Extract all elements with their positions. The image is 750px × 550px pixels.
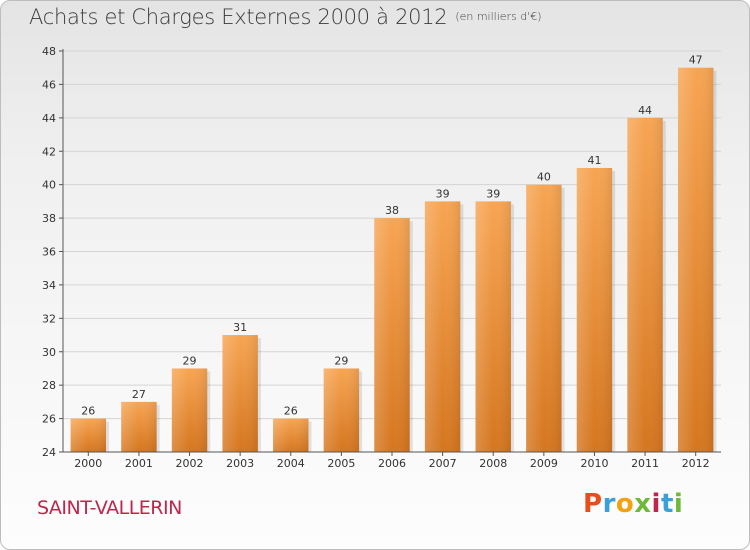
data-label: 39 [436, 187, 450, 200]
x-tick-label: 2010 [580, 457, 608, 470]
data-label: 41 [587, 154, 601, 167]
data-label: 31 [233, 321, 247, 334]
logo-letter: i [673, 489, 684, 519]
x-tick-label: 2002 [176, 457, 204, 470]
town-name: SAINT-VALLERIN [37, 497, 182, 519]
x-tick-label: 2005 [327, 457, 355, 470]
bar-highlight [374, 218, 410, 452]
y-tick-label: 30 [42, 346, 56, 359]
bar-highlight [576, 167, 613, 453]
x-tick-label: 2008 [479, 457, 507, 470]
y-tick-label: 44 [42, 112, 56, 125]
bar-highlight [70, 418, 107, 452]
logo-letter: P [583, 489, 603, 519]
bar-highlight [475, 201, 511, 452]
y-tick-label: 42 [42, 145, 56, 158]
logo-letter: x [634, 489, 652, 519]
x-tick-label: 2001 [125, 457, 153, 470]
logo-letter: o [615, 489, 635, 519]
x-tick-label: 2009 [530, 457, 558, 470]
bar-highlight [526, 184, 562, 452]
x-tick-label: 2011 [631, 457, 659, 470]
chart-title: Achats et Charges Externes 2000 à 2012 (e… [29, 5, 542, 29]
bar-highlight [171, 368, 208, 452]
y-tick-label: 28 [42, 379, 56, 392]
data-label: 29 [183, 354, 197, 367]
x-tick-label: 2003 [226, 457, 254, 470]
y-tick-label: 26 [42, 413, 56, 426]
y-tick-label: 32 [42, 312, 56, 325]
y-tick-label: 36 [42, 246, 56, 259]
data-label: 47 [689, 54, 703, 67]
axes: 24 26 28 30 32 34 36 38 40 42 44 46 48 2000 2001 2002 20… [42, 45, 721, 470]
data-label: 40 [537, 171, 551, 184]
y-tick-label: 48 [42, 45, 56, 58]
bar-highlight [273, 418, 309, 452]
y-tick-label: 34 [42, 279, 56, 292]
x-tick-label: 2000 [74, 457, 102, 470]
logo-letter: i [651, 489, 661, 519]
x-tick-label: 2004 [277, 457, 305, 470]
data-label: 44 [638, 104, 652, 117]
bar-highlight [627, 117, 663, 452]
bar-highlight [424, 201, 461, 452]
bar-highlight [323, 368, 360, 452]
x-tick-label: 2006 [378, 457, 406, 470]
y-tick-label: 40 [42, 179, 56, 192]
data-label: 39 [486, 187, 500, 200]
bars: 26 27 29 31 26 29 38 39 39 40 41 44 47 [70, 54, 717, 453]
data-label: 26 [284, 405, 298, 418]
data-label: 26 [81, 405, 95, 418]
x-tick-label: 2012 [682, 457, 710, 470]
bar-highlight [121, 401, 157, 452]
chart-title-text: Achats et Charges Externes 2000 à 2012 [29, 5, 448, 29]
bar-highlight [222, 335, 258, 452]
logo-letter: r [602, 489, 616, 519]
unit-note: (en milliers d'€) [455, 10, 542, 23]
y-tick-label: 46 [42, 78, 56, 91]
x-tick-label: 2007 [429, 457, 457, 470]
data-label: 27 [132, 388, 146, 401]
y-tick-label: 38 [42, 212, 56, 225]
bar-highlight [677, 67, 714, 452]
proxiti-logo[interactable]: Proxiti [583, 489, 683, 519]
y-tick-label: 24 [42, 446, 56, 459]
data-label: 38 [385, 204, 399, 217]
logo-letter: t [660, 489, 674, 519]
data-label: 29 [334, 354, 348, 367]
